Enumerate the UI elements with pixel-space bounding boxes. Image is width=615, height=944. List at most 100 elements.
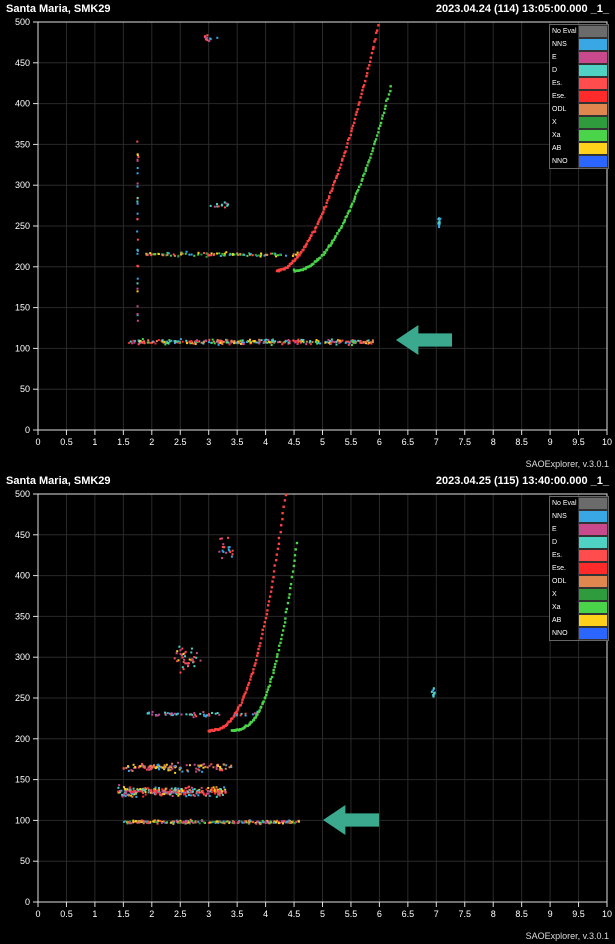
svg-text:200: 200 [15,262,30,272]
legend-item: NNS [550,510,608,523]
svg-text:9: 9 [548,909,553,919]
svg-text:0.5: 0.5 [60,909,73,919]
legend-label: ODL [550,103,578,116]
footer-credit: SAOExplorer, v.3.0.1 [0,930,615,944]
svg-text:3: 3 [206,437,211,447]
legend-item: NNO [550,155,608,168]
legend-label: NNS [550,38,578,51]
legend-label: Ese. [550,90,578,103]
svg-text:5: 5 [320,437,325,447]
svg-text:6: 6 [377,909,382,919]
timestamp: 2023.04.25 (115) 13:40:00.000 _1_ [436,475,609,487]
legend-swatch [578,601,608,614]
svg-text:9: 9 [548,437,553,447]
legend-label: Xa [550,601,578,614]
svg-text:7: 7 [434,437,439,447]
svg-text:8: 8 [491,437,496,447]
legend-item: No Eval [550,497,608,510]
legend-label: E [550,51,578,64]
legend-label: NNO [550,155,578,168]
svg-text:4: 4 [263,909,268,919]
legend-item: X [550,588,608,601]
svg-text:2.5: 2.5 [174,909,187,919]
legend-label: NNO [550,627,578,640]
plot-area: 00.511.522.533.544.555.566.577.588.599.5… [0,490,615,930]
svg-text:500: 500 [15,490,30,499]
panel-title-bar: Santa Maria, SMK29 2023.04.25 (115) 13:4… [0,472,615,490]
legend-label: ODL [550,575,578,588]
svg-text:3.5: 3.5 [231,909,244,919]
legend-swatch [578,129,608,142]
legend-item: E [550,523,608,536]
legend-label: No Eval [550,497,578,510]
legend-item: X [550,116,608,129]
legend-swatch [578,64,608,77]
ionogram-plot-0: 00.511.522.533.544.555.566.577.588.599.5… [0,18,615,458]
svg-text:450: 450 [15,530,30,540]
svg-text:2: 2 [149,437,154,447]
legend-swatch [578,614,608,627]
legend-swatch [578,142,608,155]
svg-text:7.5: 7.5 [458,909,471,919]
legend-label: D [550,64,578,77]
legend-item: Es. [550,549,608,562]
legend-item: Ese. [550,90,608,103]
svg-text:0.5: 0.5 [60,437,73,447]
legend-swatch [578,510,608,523]
plot-area: 00.511.522.533.544.555.566.577.588.599.5… [0,18,615,458]
legend-item: Ese. [550,562,608,575]
svg-text:150: 150 [15,775,30,785]
svg-text:200: 200 [15,734,30,744]
legend-label: X [550,588,578,601]
svg-text:400: 400 [15,99,30,109]
legend-label: AB [550,142,578,155]
legend-label: No Eval [550,25,578,38]
svg-text:250: 250 [15,221,30,231]
legend-swatch [578,588,608,601]
legend-swatch [578,497,608,510]
panel-title-bar: Santa Maria, SMK29 2023.04.24 (114) 13:0… [0,0,615,18]
svg-text:6: 6 [377,437,382,447]
legend-item: NNS [550,38,608,51]
legend-item: ODL [550,575,608,588]
svg-text:300: 300 [15,180,30,190]
svg-text:7.5: 7.5 [458,437,471,447]
station-title: Santa Maria, SMK29 [6,475,111,487]
ionogram-panel-0: Santa Maria, SMK29 2023.04.24 (114) 13:0… [0,0,615,472]
svg-text:50: 50 [20,856,30,866]
legend-item: AB [550,614,608,627]
legend-swatch [578,627,608,640]
svg-text:350: 350 [15,611,30,621]
svg-text:0: 0 [35,909,40,919]
svg-text:1: 1 [92,909,97,919]
legend-label: Es. [550,549,578,562]
svg-text:150: 150 [15,303,30,313]
legend-item: No Eval [550,25,608,38]
svg-text:10: 10 [602,909,612,919]
legend-swatch [578,575,608,588]
svg-text:450: 450 [15,58,30,68]
svg-text:0: 0 [25,897,30,907]
svg-text:0: 0 [35,437,40,447]
legend-item: ODL [550,103,608,116]
svg-text:300: 300 [15,652,30,662]
svg-text:2.5: 2.5 [174,437,187,447]
svg-text:8.5: 8.5 [515,909,528,919]
series-legend: No Eval NNS E D Es. Ese. ODL X X [549,24,609,169]
svg-text:9.5: 9.5 [572,909,585,919]
legend-swatch [578,38,608,51]
svg-text:6.5: 6.5 [402,909,415,919]
svg-text:10: 10 [602,437,612,447]
legend-label: Es. [550,77,578,90]
svg-text:4.5: 4.5 [288,437,301,447]
legend-label: Ese. [550,562,578,575]
svg-text:8.5: 8.5 [515,437,528,447]
svg-text:1: 1 [92,437,97,447]
legend-swatch [578,562,608,575]
legend-item: Xa [550,601,608,614]
legend-label: D [550,536,578,549]
svg-text:500: 500 [15,18,30,27]
series-legend: No Eval NNS E D Es. Ese. ODL X X [549,496,609,641]
legend-item: NNO [550,627,608,640]
svg-text:400: 400 [15,571,30,581]
